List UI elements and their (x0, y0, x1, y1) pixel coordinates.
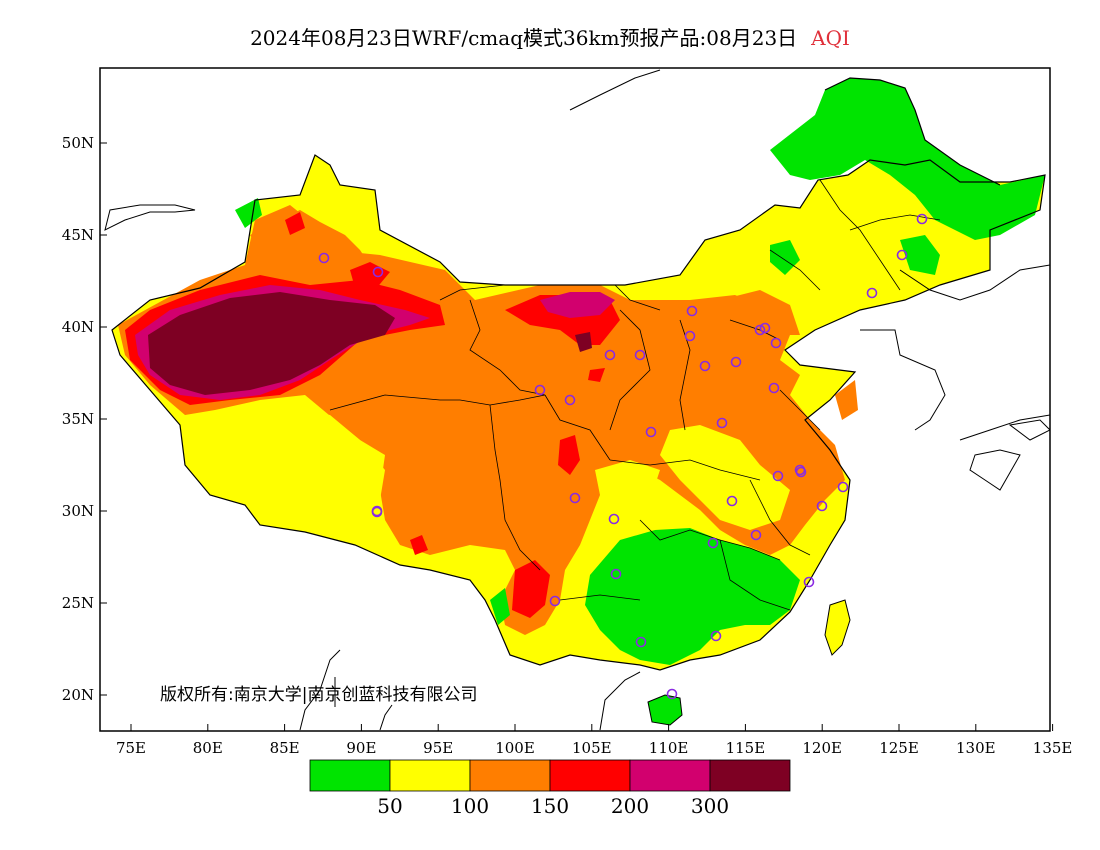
station-marker (318, 252, 330, 264)
station-marker (686, 305, 698, 317)
region-aqi-green-south (585, 528, 800, 665)
legend-swatch (709, 759, 791, 792)
station-marker (837, 481, 849, 493)
station-marker (608, 513, 620, 525)
region-aqi-maroon (148, 292, 395, 395)
station-marker (684, 330, 696, 342)
y-tick-label: 35N (62, 410, 94, 428)
legend-swatch (389, 759, 471, 792)
legend-swatch (309, 759, 391, 792)
legend-label: 50 (377, 794, 402, 818)
station-marker (604, 349, 616, 361)
x-tick-label: 100E (495, 739, 535, 757)
legend-label: 100 (451, 794, 489, 818)
station-marker (803, 576, 815, 588)
station-marker (759, 322, 771, 334)
x-tick-label: 115E (726, 739, 766, 757)
region-taiwan (825, 600, 850, 655)
station-marker (666, 688, 678, 700)
monitoring-stations (318, 213, 928, 700)
coastlines (104, 69, 1050, 731)
province-boundaries (329, 179, 941, 611)
station-marker (770, 337, 782, 349)
x-tick-label: 85E (270, 739, 300, 757)
legend-swatch (549, 759, 631, 792)
legend-swatch (469, 759, 551, 792)
y-tick-label: 40N (62, 318, 94, 336)
x-tick-label: 130E (956, 739, 996, 757)
station-marker (866, 287, 878, 299)
national-boundary (111, 154, 1046, 671)
copyright-text: 版权所有:南京大学|南京创蓝科技有限公司 (160, 685, 478, 705)
map-title: 2024年08月23日WRF/cmaq模式36km预报产品:08月23日 AQI (0, 22, 1100, 51)
y-tick-label: 30N (62, 502, 94, 520)
station-marker (716, 417, 728, 429)
title-text: 2024年08月23日WRF/cmaq模式36km预报产品:08月23日 (250, 26, 798, 50)
station-marker (726, 495, 738, 507)
station-marker (564, 394, 576, 406)
aqi-legend: 50 100 150 200 300 (309, 759, 791, 818)
y-tick-label: 45N (62, 226, 94, 244)
x-tick-label: 90E (346, 739, 376, 757)
station-marker (896, 249, 908, 261)
station-marker (371, 506, 383, 518)
x-tick-label: 135E (1033, 739, 1073, 757)
station-marker (645, 426, 657, 438)
y-axis: 50N 45N 40N 35N 30N 25N 20N (62, 134, 107, 704)
station-marker (549, 595, 561, 607)
y-tick-label: 50N (62, 134, 94, 152)
x-tick-label: 105E (572, 739, 612, 757)
station-marker (707, 537, 719, 549)
station-marker (730, 356, 742, 368)
station-marker (634, 349, 646, 361)
station-marker (816, 500, 828, 512)
title-variable: AQI (811, 26, 850, 50)
station-marker (768, 382, 780, 394)
station-marker (372, 266, 384, 278)
station-marker (710, 630, 722, 642)
x-tick-label: 125E (879, 739, 919, 757)
legend-label: 200 (611, 794, 649, 818)
x-tick-label: 95E (423, 739, 453, 757)
legend-label: 300 (691, 794, 729, 818)
region-aqi-green-northeast (770, 78, 1045, 240)
y-tick-label: 20N (62, 686, 94, 704)
x-tick-label: 75E (116, 739, 146, 757)
station-marker (610, 568, 622, 580)
aqi-field (104, 69, 1050, 731)
station-marker (569, 492, 581, 504)
legend-label: 150 (531, 794, 569, 818)
station-marker (772, 470, 784, 482)
station-marker (754, 324, 766, 336)
station-marker (635, 636, 647, 648)
region-hainan (648, 695, 682, 725)
x-tick-label: 110E (649, 739, 689, 757)
x-tick-label: 80E (193, 739, 223, 757)
station-marker (916, 213, 928, 225)
station-marker (750, 529, 762, 541)
legend-swatch (629, 759, 711, 792)
y-tick-label: 25N (62, 594, 94, 612)
x-axis: 75E 80E 85E 90E 95E 100E 105E 110E 115E 120E 125E 1… (116, 724, 1072, 757)
station-marker (699, 360, 711, 372)
x-tick-label: 120E (802, 739, 842, 757)
station-marker (794, 464, 806, 476)
station-marker (534, 384, 546, 396)
